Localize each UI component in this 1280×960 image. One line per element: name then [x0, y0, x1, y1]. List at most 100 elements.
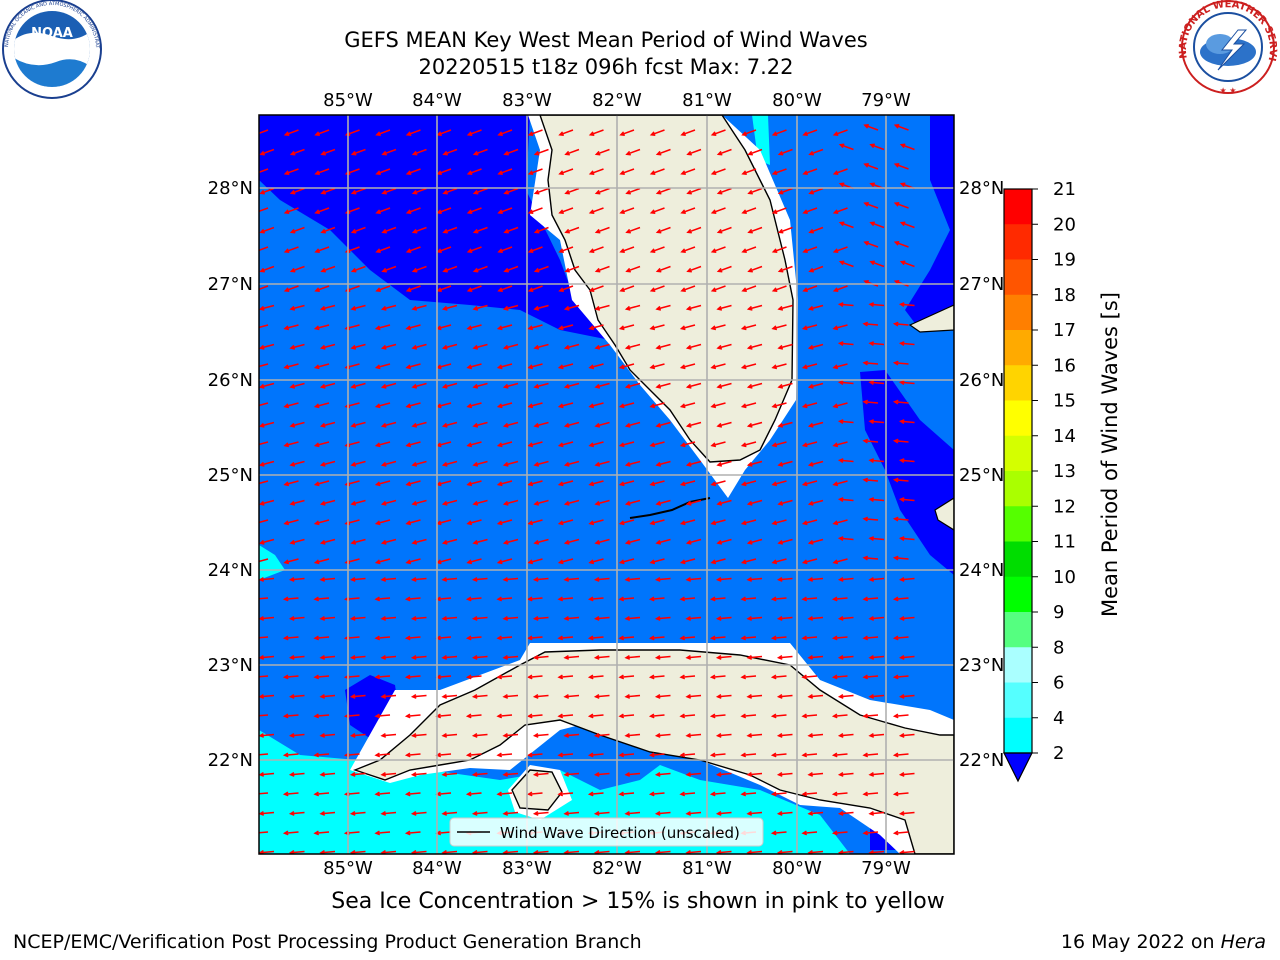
wind-arrow [802, 168, 818, 176]
wind-arrow [618, 324, 635, 331]
band-4-6-west [259, 545, 285, 580]
wind-arrow [319, 810, 336, 816]
wind-arrow [709, 791, 726, 797]
wind-arrow [648, 752, 665, 758]
wind-arrow [832, 441, 848, 448]
wind-arrow [716, 382, 732, 389]
wind-arrow [410, 693, 427, 699]
wind-arrow [862, 596, 879, 602]
wind-arrow [259, 129, 269, 135]
wind-arrow [618, 363, 635, 370]
wind-arrow [802, 129, 818, 137]
wind-arrow [777, 304, 793, 311]
wind-arrow [619, 129, 635, 137]
wind-arrow [441, 771, 458, 777]
wind-arrow [465, 713, 482, 719]
wind-arrow [862, 674, 879, 680]
wind-arrow [801, 752, 818, 758]
wind-arrow [741, 129, 757, 137]
wind-arrow [441, 538, 458, 545]
land-andros [934, 497, 954, 531]
wind-arrow [868, 576, 885, 582]
colorbar-block [1004, 612, 1032, 648]
wind-arrow [405, 168, 421, 176]
wind-arrow [588, 363, 604, 370]
wind-arrow [838, 260, 854, 268]
wind-arrow [558, 285, 574, 293]
wind-arrow [771, 402, 787, 409]
wind-arrow [770, 674, 787, 680]
wind-arrow [466, 285, 482, 293]
wind-arrow [716, 421, 732, 428]
band-lt2-northeast [905, 115, 954, 330]
wind-arrow [563, 693, 580, 699]
wind-arrow [740, 324, 757, 331]
colorbar-tick-label: 8 [1053, 637, 1064, 658]
wind-arrow [807, 499, 824, 506]
footer-credit: NCEP/EMC/Verification Post Processing Pr… [13, 931, 642, 953]
wind-arrow [869, 143, 885, 151]
wind-arrow [471, 615, 488, 621]
wind-arrow [771, 285, 787, 293]
wind-arrow [466, 480, 482, 487]
wind-arrow [801, 519, 818, 526]
wind-arrow [502, 499, 519, 506]
wind-arrow [710, 246, 726, 254]
lon-label-bottom: 81°W [682, 858, 732, 879]
wind-arrow [588, 168, 604, 176]
wind-arrow [862, 438, 879, 444]
wind-arrow [893, 201, 909, 209]
wind-arrow [649, 168, 665, 176]
wind-arrow [350, 304, 366, 311]
wind-arrow [831, 830, 848, 836]
wind-arrow [466, 207, 482, 215]
wind-arrow [533, 538, 549, 545]
wind-arrow [648, 596, 665, 602]
wind-arrow [679, 752, 696, 758]
wind-arrow [313, 441, 330, 448]
wind-arrow [259, 538, 275, 545]
wind-arrow [892, 516, 909, 522]
wind-arrow [527, 519, 543, 526]
wind-arrow [654, 615, 671, 621]
colorbar-block [1004, 189, 1032, 225]
wind-arrow [771, 246, 787, 254]
wind-arrow [283, 207, 299, 215]
wind-arrow [740, 752, 757, 758]
sea-ice-note: Sea Ice Concentration > 15% is shown in … [331, 889, 945, 914]
wind-arrow [808, 187, 824, 195]
wind-arrow [404, 830, 421, 836]
wind-arrow [472, 187, 488, 195]
wind-arrow [289, 499, 305, 506]
wind-arrow [411, 343, 427, 350]
wind-arrow [625, 187, 641, 195]
wind-arrow [740, 519, 757, 526]
wind-arrow [746, 304, 763, 311]
wind-arrow [655, 421, 671, 428]
wind-arrow [380, 732, 397, 738]
wind-arrow [777, 499, 793, 506]
chart-subtitle: 20220515 t18z 096h fcst Max: 7.22 [418, 55, 794, 79]
land-grand-bahama [908, 304, 954, 333]
wind-arrow [288, 732, 305, 738]
wind-arrow [380, 615, 397, 621]
wind-arrow [777, 460, 793, 467]
colorbar-tick-label: 20 [1053, 214, 1076, 235]
wind-arrow [837, 497, 854, 503]
wind-arrow [282, 713, 299, 719]
wind-arrow [259, 615, 275, 621]
wind-arrow [502, 615, 519, 621]
wind-arrow [380, 654, 397, 660]
svg-text:★ ★: ★ ★ [1220, 86, 1237, 95]
wind-arrow [679, 519, 696, 526]
wind-arrow [404, 713, 421, 719]
wind-arrow [747, 265, 763, 273]
wind-arrow [685, 771, 702, 777]
wind-arrow [289, 187, 305, 195]
wind-arrow [771, 363, 787, 370]
wind-arrow [374, 713, 391, 719]
wind-arrow [898, 302, 915, 308]
lat-labels-left: 28°N 27°N 26°N 25°N 24°N 23°N 22°N [208, 178, 253, 771]
colorbar-block [1004, 717, 1032, 754]
wind-arrow [862, 399, 879, 405]
